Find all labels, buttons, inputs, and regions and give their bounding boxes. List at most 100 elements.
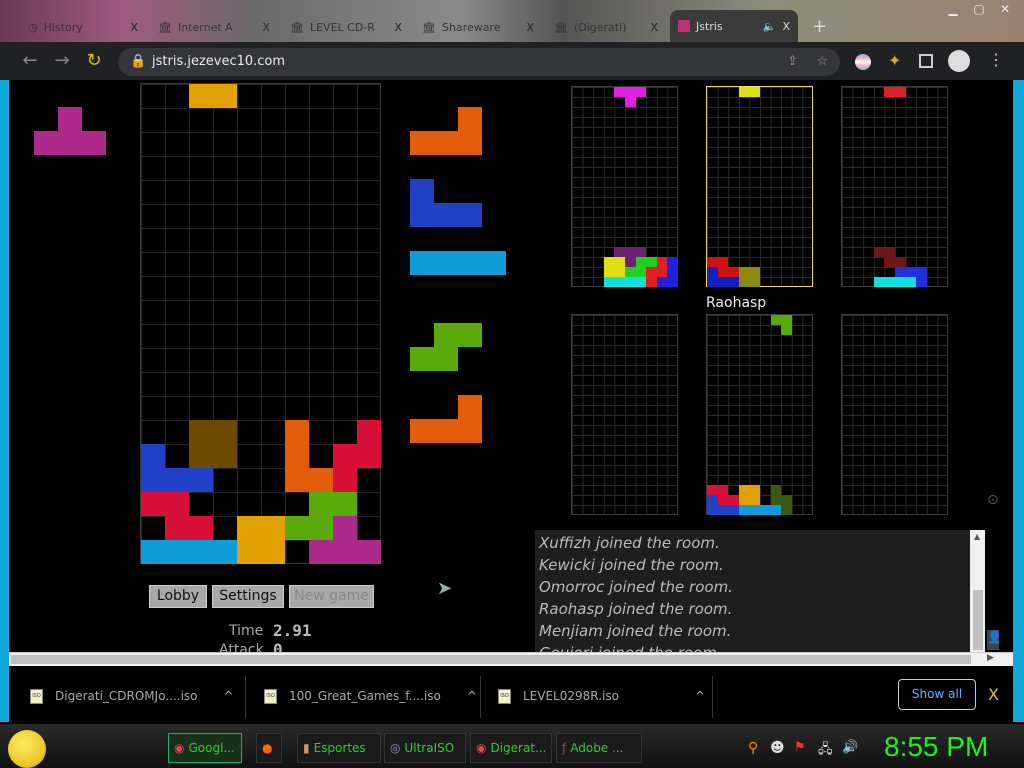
volume-icon[interactable]: 🔊 xyxy=(842,740,859,755)
opponent-block xyxy=(770,505,782,515)
extensions-icon[interactable]: ✦ xyxy=(888,51,902,70)
close-window-icon[interactable]: ✕ xyxy=(999,2,1011,16)
zoom-icon[interactable]: ⊙ xyxy=(987,492,999,508)
action-center-icon[interactable]: ⚑ xyxy=(794,740,806,755)
back-icon[interactable]: ← xyxy=(22,50,38,71)
address-bar[interactable]: 🔒 jstris.jezevec10.com ⇪ ☆ xyxy=(118,48,840,76)
maximize-icon[interactable]: ▢ xyxy=(973,2,985,16)
queue-block xyxy=(410,347,434,371)
board-block xyxy=(189,420,213,444)
menu-icon[interactable]: ⋮ xyxy=(988,50,1004,69)
opponent-block xyxy=(738,495,750,505)
taskbar-item-ultraiso[interactable]: ◎ UltraISO xyxy=(384,733,466,763)
settings-button[interactable]: Settings xyxy=(212,585,284,608)
chat-message: Omorroc joined the room. xyxy=(539,578,733,596)
tab-shareware[interactable]: 🏛 Shareware X xyxy=(422,20,534,34)
start-smiley-icon[interactable] xyxy=(8,730,46,768)
opponent-board xyxy=(571,314,678,515)
taskbar-item-digerati[interactable]: ◉ Digerat... xyxy=(470,733,552,763)
chat-box[interactable]: Xuffizh joined the room. Kewicki joined … xyxy=(535,530,970,652)
opponent-block xyxy=(738,87,750,97)
lobby-button[interactable]: Lobby xyxy=(149,585,207,608)
tab-level-cdr[interactable]: 🏛 LEVEL CD-R X xyxy=(290,20,402,34)
queue-block xyxy=(458,323,482,347)
network-icon[interactable]: 🖧 xyxy=(818,742,833,757)
opponent-block xyxy=(707,495,718,505)
board-block xyxy=(333,540,357,564)
chevron-up-icon[interactable]: ^ xyxy=(694,689,705,703)
queue-block xyxy=(458,107,482,131)
taskbar-item-esportes[interactable]: ▮ Esportes xyxy=(297,733,381,763)
chat-scroll-thumb[interactable] xyxy=(973,590,983,650)
opponent-block xyxy=(603,277,615,287)
board-block xyxy=(213,540,237,564)
download-item[interactable]: ISO Digerati_CDROMJo....iso ^ xyxy=(30,680,234,712)
close-tab-icon[interactable]: X xyxy=(130,20,138,34)
new-tab-button[interactable]: + xyxy=(812,16,828,37)
show-all-button[interactable]: Show all xyxy=(898,679,976,710)
opponent-block xyxy=(781,315,792,325)
board-block xyxy=(189,444,213,468)
board-block xyxy=(333,468,357,492)
close-tab-icon[interactable]: X xyxy=(262,20,270,34)
tab-history[interactable]: ◷ History X xyxy=(28,20,138,34)
taskbar-item-chrome[interactable]: ◉ Googl... xyxy=(168,733,242,763)
window-controls: ▁ ▢ ✕ xyxy=(942,2,1016,18)
opponent-block xyxy=(781,495,792,505)
chevron-up-icon[interactable]: ^ xyxy=(466,689,477,703)
chat-message: Raohasp joined the room. xyxy=(539,600,733,618)
chat-scrollbar[interactable]: ▲ xyxy=(970,530,985,652)
scroll-right-icon[interactable]: ▶ xyxy=(987,653,994,663)
taskbar-item-adobe[interactable]: ƒ Adobe ... xyxy=(556,733,642,763)
board-block xyxy=(285,516,309,540)
search-icon[interactable]: ⚲ xyxy=(748,740,759,756)
close-tab-icon[interactable]: X xyxy=(526,20,534,34)
page-horizontal-scrollbar[interactable]: ▶ xyxy=(9,652,1013,666)
reload-icon[interactable]: ↻ xyxy=(86,50,102,71)
new-game-button[interactable]: New game xyxy=(289,585,374,608)
bookmark-star-icon[interactable]: ☆ xyxy=(816,54,828,69)
opponent-block xyxy=(707,505,718,515)
opponent-block xyxy=(717,267,729,277)
opponent-block xyxy=(717,505,729,515)
close-tab-icon[interactable]: X xyxy=(650,20,658,34)
user-icon[interactable]: 👤 xyxy=(987,630,999,650)
scroll-up-icon[interactable]: ▲ xyxy=(974,532,981,541)
queue-block xyxy=(458,203,482,227)
opponent-block xyxy=(646,257,657,267)
chat-message: Goujori joined the room. xyxy=(539,642,966,652)
queue-block xyxy=(410,179,434,203)
clock[interactable]: 8:55 PM xyxy=(884,731,989,762)
download-item[interactable]: ISO LEVEL0298R.iso ^ xyxy=(498,680,705,712)
side-panel-icon[interactable] xyxy=(919,54,933,68)
profile-avatar-icon[interactable] xyxy=(948,50,970,72)
horizontal-scroll-thumb[interactable] xyxy=(11,655,971,664)
profile-flag-icon[interactable] xyxy=(855,54,871,70)
close-tab-icon[interactable]: X xyxy=(782,19,790,33)
share-icon[interactable]: ⇪ xyxy=(787,54,798,69)
taskbar-item-firefox[interactable]: ● xyxy=(256,733,282,763)
board-block xyxy=(141,540,165,564)
opponent-block xyxy=(749,267,760,277)
close-tab-icon[interactable]: X xyxy=(394,20,402,34)
chevron-up-icon[interactable]: ^ xyxy=(223,689,234,703)
opponent-block xyxy=(728,277,739,287)
tab-digerati[interactable]: 🏛 (Digerati) X xyxy=(554,20,658,34)
tray-icon[interactable]: ☻ xyxy=(770,740,785,756)
opponent-block xyxy=(728,505,739,515)
queue-block xyxy=(458,395,482,419)
opponent-block xyxy=(738,505,750,515)
board-block xyxy=(189,84,213,108)
opponent-block xyxy=(749,505,760,515)
close-downloads-icon[interactable]: X xyxy=(988,685,999,704)
opponent-block xyxy=(916,267,927,277)
board-block xyxy=(189,540,213,564)
lock-icon: 🔒 xyxy=(130,54,147,69)
download-item[interactable]: ISO 100_Great_Games_f....iso ^ xyxy=(264,680,477,712)
forward-icon[interactable]: → xyxy=(54,50,70,71)
tab-jstris[interactable]: Jstris 🔈 X xyxy=(670,10,798,42)
audio-icon[interactable]: 🔈 xyxy=(762,19,777,33)
minimize-icon[interactable]: ▁ xyxy=(948,2,958,16)
